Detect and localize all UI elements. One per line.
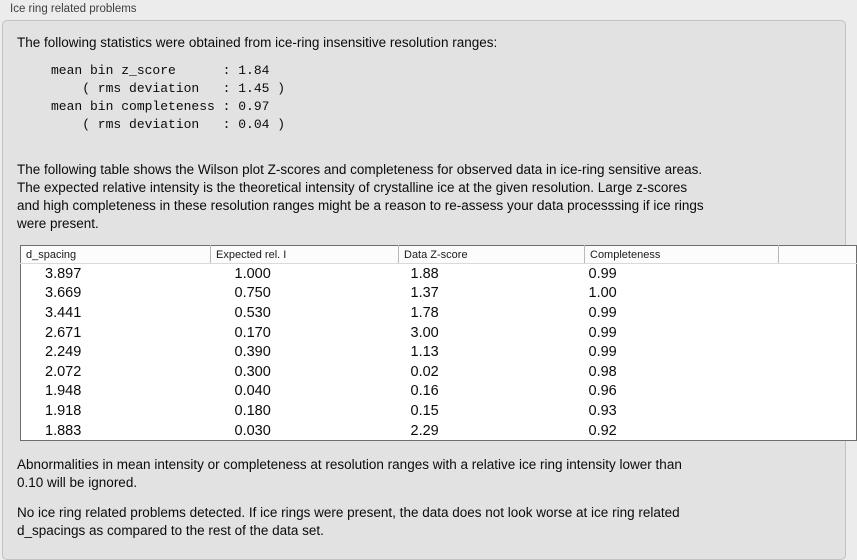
cell-d-spacing: 2.671 — [45, 324, 82, 341]
column-header-empty — [778, 245, 857, 264]
cell-d-spacing: 1.918 — [45, 402, 82, 419]
cell-d-spacing: 3.669 — [45, 285, 82, 302]
intro-text: The following statistics were obtained f… — [17, 35, 498, 50]
bin-statistics-block: mean bin z_score : 1.84 ( rms deviation … — [51, 63, 286, 132]
table-row[interactable]: 2.249 0.390 1.13 0.99 — [21, 342, 857, 362]
cell-data-z-score: 0.16 — [410, 383, 439, 400]
cell-d-spacing: 3.441 — [45, 304, 82, 321]
column-header-completeness[interactable]: Completeness — [584, 245, 779, 264]
ice-ring-panel: { "group": { "title": "Ice ring related … — [2, 3, 857, 560]
cell-completeness: 0.99 — [588, 324, 617, 341]
group-box-title: Ice ring related problems — [10, 3, 137, 15]
cell-data-z-score: 1.88 — [410, 265, 439, 282]
cell-d-spacing: 3.897 — [45, 265, 82, 282]
cell-d-spacing: 1.948 — [45, 383, 82, 400]
cell-completeness: 0.98 — [588, 363, 617, 380]
column-header-d-spacing[interactable]: d_spacing — [20, 245, 211, 264]
cell-data-z-score: 1.37 — [410, 285, 439, 302]
cell-data-z-score: 1.13 — [410, 344, 439, 361]
cell-expected-rel-i: 0.180 — [234, 402, 271, 419]
cell-d-spacing: 1.883 — [45, 422, 82, 439]
column-header-data-z-score[interactable]: Data Z-score — [398, 245, 585, 264]
ignore-threshold-text: Abnormalities in mean intensity or compl… — [17, 457, 682, 491]
ice-ring-table: d_spacing Expected rel. I Data Z-score C… — [20, 245, 857, 442]
cell-expected-rel-i: 0.170 — [234, 324, 271, 341]
cell-completeness: 0.99 — [588, 304, 617, 321]
table-row[interactable]: 1.918 0.180 0.15 0.93 — [21, 401, 857, 421]
cell-data-z-score: 1.78 — [410, 304, 439, 321]
table-description-text: The following table shows the Wilson plo… — [17, 162, 704, 231]
cell-data-z-score: 0.15 — [410, 402, 439, 419]
cell-expected-rel-i: 0.390 — [234, 344, 271, 361]
table-row[interactable]: 1.883 0.030 2.29 0.92 — [21, 421, 857, 441]
cell-expected-rel-i: 0.750 — [234, 285, 271, 302]
cell-expected-rel-i: 0.530 — [234, 304, 271, 321]
cell-completeness: 1.00 — [588, 285, 617, 302]
cell-completeness: 0.92 — [588, 422, 617, 439]
cell-expected-rel-i: 0.030 — [234, 422, 271, 439]
cell-expected-rel-i: 1.000 — [234, 265, 271, 282]
table-row[interactable]: 3.669 0.750 1.37 1.00 — [21, 284, 857, 304]
table-row[interactable]: 2.072 0.300 0.02 0.98 — [21, 362, 857, 382]
cell-data-z-score: 0.02 — [410, 363, 439, 380]
ice-ring-group-box: The following statistics were obtained f… — [2, 20, 857, 560]
table-header-row: d_spacing Expected rel. I Data Z-score C… — [20, 245, 857, 264]
cell-d-spacing: 2.072 — [45, 363, 82, 380]
cell-completeness: 0.99 — [588, 344, 617, 361]
conclusion-text: No ice ring related problems detected. I… — [17, 505, 680, 539]
column-header-expected-rel-i[interactable]: Expected rel. I — [210, 245, 399, 264]
cell-expected-rel-i: 0.300 — [234, 363, 271, 380]
cell-completeness: 0.96 — [588, 383, 617, 400]
cell-d-spacing: 2.249 — [45, 344, 82, 361]
cell-completeness: 0.99 — [588, 265, 617, 282]
table-row[interactable]: 3.441 0.530 1.78 0.99 — [21, 303, 857, 323]
table-row[interactable]: 3.897 1.000 1.88 0.99 — [21, 264, 857, 284]
table-row[interactable]: 2.671 0.170 3.00 0.99 — [21, 323, 857, 343]
cell-data-z-score: 2.29 — [410, 422, 439, 439]
cell-expected-rel-i: 0.040 — [234, 383, 271, 400]
cell-completeness: 0.93 — [588, 402, 617, 419]
cell-data-z-score: 3.00 — [410, 324, 439, 341]
table-row[interactable]: 1.948 0.040 0.16 0.96 — [21, 382, 857, 402]
